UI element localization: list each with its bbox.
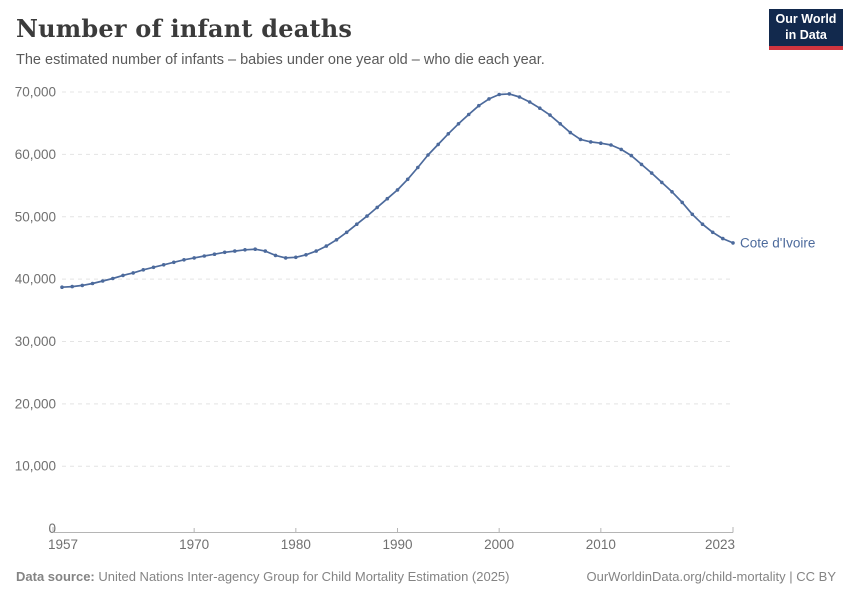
y-axis-tick-label: 70,000 [15,85,56,100]
y-axis-tick-label: 50,000 [15,209,56,224]
x-axis-tick-label: 1980 [281,537,311,552]
data-point[interactable] [304,253,308,257]
data-point[interactable] [172,260,176,265]
y-axis-tick-label: 30,000 [15,334,56,349]
data-point[interactable] [507,92,512,96]
data-point[interactable] [426,153,430,157]
data-point[interactable] [670,190,674,194]
data-point[interactable] [294,255,298,260]
data-point[interactable] [334,238,339,242]
data-point[interactable] [253,247,257,251]
x-axis-tick-label: 2010 [586,537,616,552]
y-axis-tick-label: 40,000 [15,272,56,287]
data-point[interactable] [731,241,735,245]
data-point[interactable] [517,95,522,99]
data-point[interactable] [60,285,64,290]
data-point[interactable] [538,106,542,110]
y-axis-tick-label: 60,000 [15,147,56,162]
data-point[interactable] [202,254,207,258]
y-axis-tick-label: 0 [48,521,56,536]
data-point[interactable] [466,112,471,117]
data-point[interactable] [100,279,105,283]
data-point[interactable] [599,141,603,145]
data-point[interactable] [660,180,664,185]
data-point[interactable] [497,92,502,97]
data-point[interactable] [568,130,573,135]
data-point[interactable] [233,249,237,253]
data-source-note: Data source: United Nations Inter-agency… [16,569,510,584]
data-point[interactable] [548,113,552,117]
data-point[interactable] [629,153,634,158]
data-source-label: Data source: [16,569,95,584]
data-point[interactable] [436,142,441,147]
data-point[interactable] [558,122,562,126]
data-point[interactable] [355,222,359,226]
data-point[interactable] [283,256,288,260]
data-point[interactable] [131,271,135,275]
data-point[interactable] [609,143,613,147]
data-point[interactable] [243,248,247,252]
data-point[interactable] [477,103,481,108]
x-axis-tick-label: 2000 [484,537,514,552]
data-point[interactable] [375,205,380,210]
data-point[interactable] [487,97,491,101]
data-point[interactable] [639,162,644,167]
data-point[interactable] [80,283,85,288]
data-point[interactable] [141,268,146,272]
data-point[interactable] [151,265,156,270]
data-point[interactable] [344,230,349,235]
data-point[interactable] [619,147,623,152]
data-point[interactable] [314,249,319,253]
data-point[interactable] [446,132,451,136]
data-point[interactable] [222,250,227,255]
owid-license-link[interactable]: OurWorldinData.org/child-mortality | CC … [586,569,837,584]
owid-logo-line1: Our World [775,11,837,26]
data-point[interactable] [588,140,593,144]
x-axis-tick-label: 1970 [179,537,209,552]
data-point[interactable] [395,188,400,192]
data-point[interactable] [212,252,217,256]
owid-logo[interactable]: Our World in Data [769,9,843,50]
x-axis-tick-label: 1990 [382,537,412,552]
data-point[interactable] [680,200,684,205]
data-point[interactable] [182,258,186,262]
data-point[interactable] [324,244,329,248]
data-point[interactable] [649,171,654,175]
data-point[interactable] [273,253,278,258]
data-point[interactable] [111,276,115,281]
data-point[interactable] [456,122,461,126]
data-source-text: United Nations Inter-agency Group for Ch… [94,569,510,584]
y-axis-tick-label: 20,000 [15,396,56,411]
data-point[interactable] [700,222,705,226]
data-point[interactable] [527,100,532,104]
data-point[interactable] [161,263,166,267]
data-point[interactable] [90,281,95,286]
data-point[interactable] [690,212,695,217]
data-point[interactable] [121,273,125,278]
x-axis-tick-label: 2023 [705,537,735,552]
data-point[interactable] [710,230,715,235]
data-point[interactable] [365,214,369,218]
x-axis-tick-label: 1957 [48,537,78,552]
data-point[interactable] [263,249,268,253]
data-point[interactable] [405,177,410,182]
owid-logo-text: Our World in Data [776,12,837,43]
y-axis-tick-label: 10,000 [15,459,56,474]
data-point[interactable] [385,196,390,201]
data-point[interactable] [416,165,420,170]
chart-footer: Data source: United Nations Inter-agency… [16,569,836,584]
data-point[interactable] [578,137,583,142]
data-point[interactable] [192,256,196,260]
entity-label[interactable]: Cote d'Ivoire [740,235,815,250]
data-point[interactable] [721,236,725,241]
chart-title: Number of infant deaths [16,14,353,43]
owid-logo-line2: in Data [785,27,827,42]
data-point[interactable] [70,284,74,289]
chart-subtitle: The estimated number of infants – babies… [16,52,545,68]
